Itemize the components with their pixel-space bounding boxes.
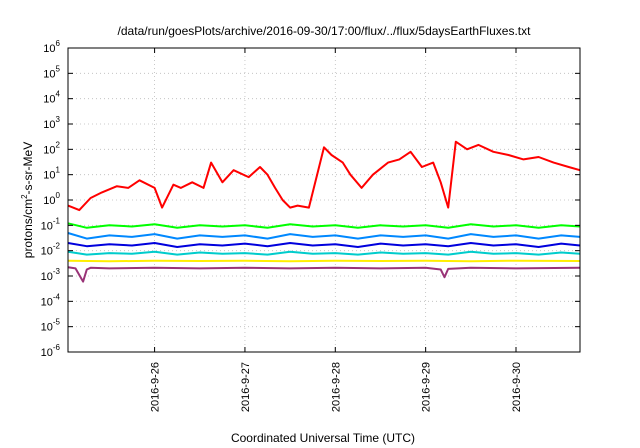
- y-tick-label: 106: [43, 39, 60, 55]
- y-tick-label-exponent: 6: [56, 39, 61, 48]
- y-tick-label-exponent: 5: [56, 64, 61, 73]
- series-line: [67, 250, 581, 256]
- y-tick-label-exponent: -6: [53, 343, 61, 352]
- y-axis-label-superscript: 2: [20, 194, 29, 199]
- y-tick-label-exponent: 1: [56, 166, 61, 175]
- series-line: [67, 232, 581, 240]
- y-tick-label-exponent: 4: [56, 90, 61, 99]
- y-tick-label-exponent: 3: [56, 115, 61, 124]
- y-tick-label-exponent: -1: [53, 216, 61, 225]
- y-tick-label-exponent: -4: [53, 292, 61, 301]
- y-tick-label: 10-6: [41, 343, 61, 359]
- chart-title: /data/run/goesPlots/archive/2016-09-30/1…: [118, 24, 532, 38]
- series-line: [67, 242, 581, 248]
- y-tick-label-base: 10: [43, 43, 55, 55]
- y-tick-label-exponent: -5: [53, 318, 61, 327]
- y-tick-label-base: 10: [41, 246, 53, 258]
- y-tick-label-base: 10: [41, 322, 53, 334]
- x-tick-label: 2016-9-29: [421, 362, 433, 412]
- y-tick-label-base: 10: [43, 144, 55, 156]
- y-tick-label: 100: [43, 191, 60, 207]
- y-axis-label: protons/cm2-s-sr-MeV: [20, 142, 35, 258]
- y-tick-label: 10-5: [41, 318, 61, 334]
- y-tick-label-base: 10: [41, 347, 53, 359]
- series-line: [67, 222, 581, 229]
- y-tick-label-base: 10: [43, 68, 55, 80]
- grid: [68, 48, 580, 352]
- y-tick-label: 105: [43, 64, 60, 80]
- x-tick-label: 2016-9-27: [240, 362, 252, 412]
- series-group: [67, 140, 581, 283]
- y-tick-label: 10-1: [41, 216, 61, 232]
- x-tick-label: 2016-9-26: [150, 362, 162, 412]
- y-tick-label-base: 10: [41, 271, 53, 283]
- series-line: [67, 140, 581, 212]
- y-axis-label-units: -s-sr-MeV: [21, 142, 35, 195]
- x-tick-label: 2016-9-28: [330, 362, 342, 412]
- y-tick-label: 102: [43, 140, 60, 156]
- x-axis-ticks: 2016-9-26 2016-9-27 2016-9-28 2016-9-29 2016…: [150, 48, 523, 412]
- y-tick-label-base: 10: [41, 296, 53, 308]
- y-tick-label-exponent: -2: [53, 242, 61, 251]
- y-tick-label-base: 10: [43, 94, 55, 106]
- y-tick-label-base: 10: [43, 119, 55, 131]
- y-tick-label-base: 10: [43, 195, 55, 207]
- y-axis-ticks: 10-610-510-410-310-210-11001011021031041…: [41, 39, 580, 359]
- y-tick-label: 104: [43, 90, 60, 106]
- x-tick-label: 2016-9-30: [511, 362, 523, 412]
- x-axis-label: Coordinated Universal Time (UTC): [231, 431, 415, 445]
- series-line: [67, 259, 581, 263]
- y-tick-label-base: 10: [41, 220, 53, 232]
- y-tick-label: 101: [43, 166, 60, 182]
- y-tick-label-exponent: 0: [56, 191, 61, 200]
- series-line: [67, 266, 581, 283]
- y-tick-label-exponent: 2: [56, 140, 61, 149]
- y-axis-label-base: protons/cm: [21, 199, 35, 258]
- y-tick-label: 10-2: [41, 242, 61, 258]
- y-tick-label-exponent: -3: [53, 267, 61, 276]
- y-tick-label-base: 10: [43, 170, 55, 182]
- y-tick-label: 103: [43, 115, 60, 131]
- y-tick-label: 10-3: [41, 267, 61, 283]
- y-tick-label: 10-4: [41, 292, 61, 308]
